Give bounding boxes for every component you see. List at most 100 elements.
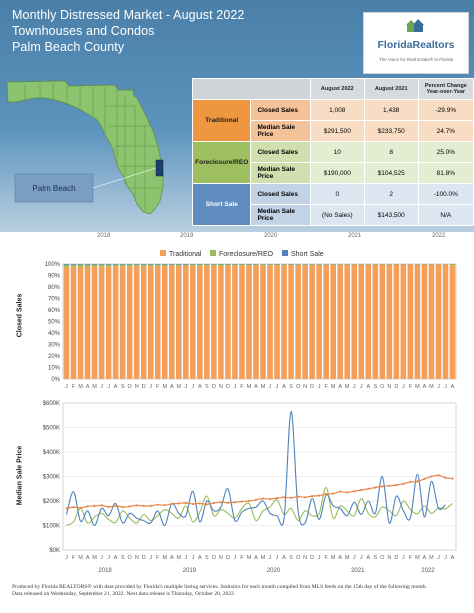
bar-month-label: J [234,384,237,390]
bar-month-label: A [254,384,258,390]
bar-segment [168,264,175,266]
line-month-label: O [296,555,301,561]
bar-month-label: S [289,384,293,390]
bar-segment [295,264,301,265]
traditional-point [247,499,251,503]
bar-month-label: O [212,384,217,390]
bar-segment [281,264,287,379]
value-cell: $291,500 [309,120,365,142]
report-title: Monthly Distressed Market - August 2022 [12,8,245,22]
traditional-point [304,496,307,499]
bar-segment [84,264,91,265]
line-ytick-label: $500K [43,426,60,432]
traditional-point [205,503,208,506]
bar-segment [133,264,140,266]
line-month-label: J [100,555,103,561]
bar-ytick-label: 100% [45,262,61,268]
footer-line-1: Produced by Florida REALTORS® with data … [12,584,427,590]
line-month-label: S [373,555,377,561]
bar-ytick-label: 0% [51,377,60,383]
bar-segment [330,264,336,379]
line-month-label: M [429,555,434,561]
series-line-short-sale [65,411,446,527]
bar-segment [98,264,105,265]
bar-segment [112,264,119,265]
traditional-point [402,482,405,485]
bar-ytick-label: 90% [48,274,61,280]
bar-segment [232,265,238,379]
bar-segment [260,264,266,379]
charts-svg: Traditional Foreclosure/REO Short Sale 0% 10… [43,250,457,574]
metric-label: Median Sale Price [250,204,311,226]
value-cell: (No Sales) [309,204,365,226]
bar-segment [197,264,203,266]
change-cell: 24.7% [417,120,474,142]
traditional-point [198,502,201,505]
bar-month-label: M [415,384,420,390]
traditional-point [296,495,300,498]
line-month-label: J [353,555,356,561]
bar-month-label: O [128,384,133,390]
traditional-point [219,501,223,504]
traditional-point [275,496,279,500]
bar-segment [119,266,126,379]
value-cell: 1,008 [309,99,365,121]
bar-segment [84,266,91,379]
line-month-label: F [324,555,328,561]
bar-month-label: M [247,384,252,390]
line-month-label: M [78,555,83,561]
value-cell: 2 [363,183,419,205]
metric-label: Median Sale Price [250,162,311,184]
line-month-label: M [345,555,350,561]
value-cell: 10 [309,141,365,163]
bottom-year-label: 2019 [183,568,197,574]
bar-month-label: F [240,384,244,390]
top-year-label: 2018 [97,233,111,239]
traditional-point [72,506,75,509]
category-short-sale: Short Sale [191,183,252,226]
metric-label: Closed Sales [250,141,311,163]
bar-segment [183,265,189,379]
bar-month-label: M [78,384,83,390]
bar-segment [253,265,259,379]
florida-realtors-logo: FloridaRealtors The Voice for Real Estat… [363,12,469,74]
bar-segment [435,264,442,379]
line-month-label: J [184,555,187,561]
top-year-label: 2019 [180,233,194,239]
bar-ytick-label: 60% [48,308,61,314]
bar-month-label: M [261,384,266,390]
bar-segment [140,266,147,379]
bar-month-label: M [176,384,181,390]
traditional-point [212,501,215,505]
bar-month-label: A [451,384,455,390]
bar-segment [316,264,322,379]
value-cell: 8 [363,141,419,163]
bar-segment [190,265,196,379]
bar-month-label: D [142,384,146,390]
bar-segment [267,265,273,379]
florida-county-map: Palm Beach [6,80,164,215]
bar-month-label: J [149,384,152,390]
line-month-label: J [276,555,279,561]
bar-segment [112,264,119,267]
line-ytick-label: $0K [49,548,60,554]
bar-segment [365,264,372,379]
bar-segment [119,264,126,265]
traditional-point [339,490,342,493]
line-month-label: A [282,555,286,561]
line-month-label: J [234,555,237,561]
logo-tagline: The Voice for Real Estate® in Florida [378,57,454,62]
line-month-label: D [310,555,314,561]
line-month-label: F [72,555,76,561]
bar-ytick-label: 50% [48,320,61,326]
bar-segment [309,264,315,265]
bar-segment [239,265,245,379]
traditional-point [149,504,152,507]
bar-segment [140,264,147,267]
bar-segment [218,264,224,266]
bar-ytick-label: 70% [48,297,61,303]
category-traditional: Traditional [191,99,252,142]
bar-segment [253,264,259,266]
bar-month-label: J [191,384,194,390]
bar-month-label: F [72,384,76,390]
